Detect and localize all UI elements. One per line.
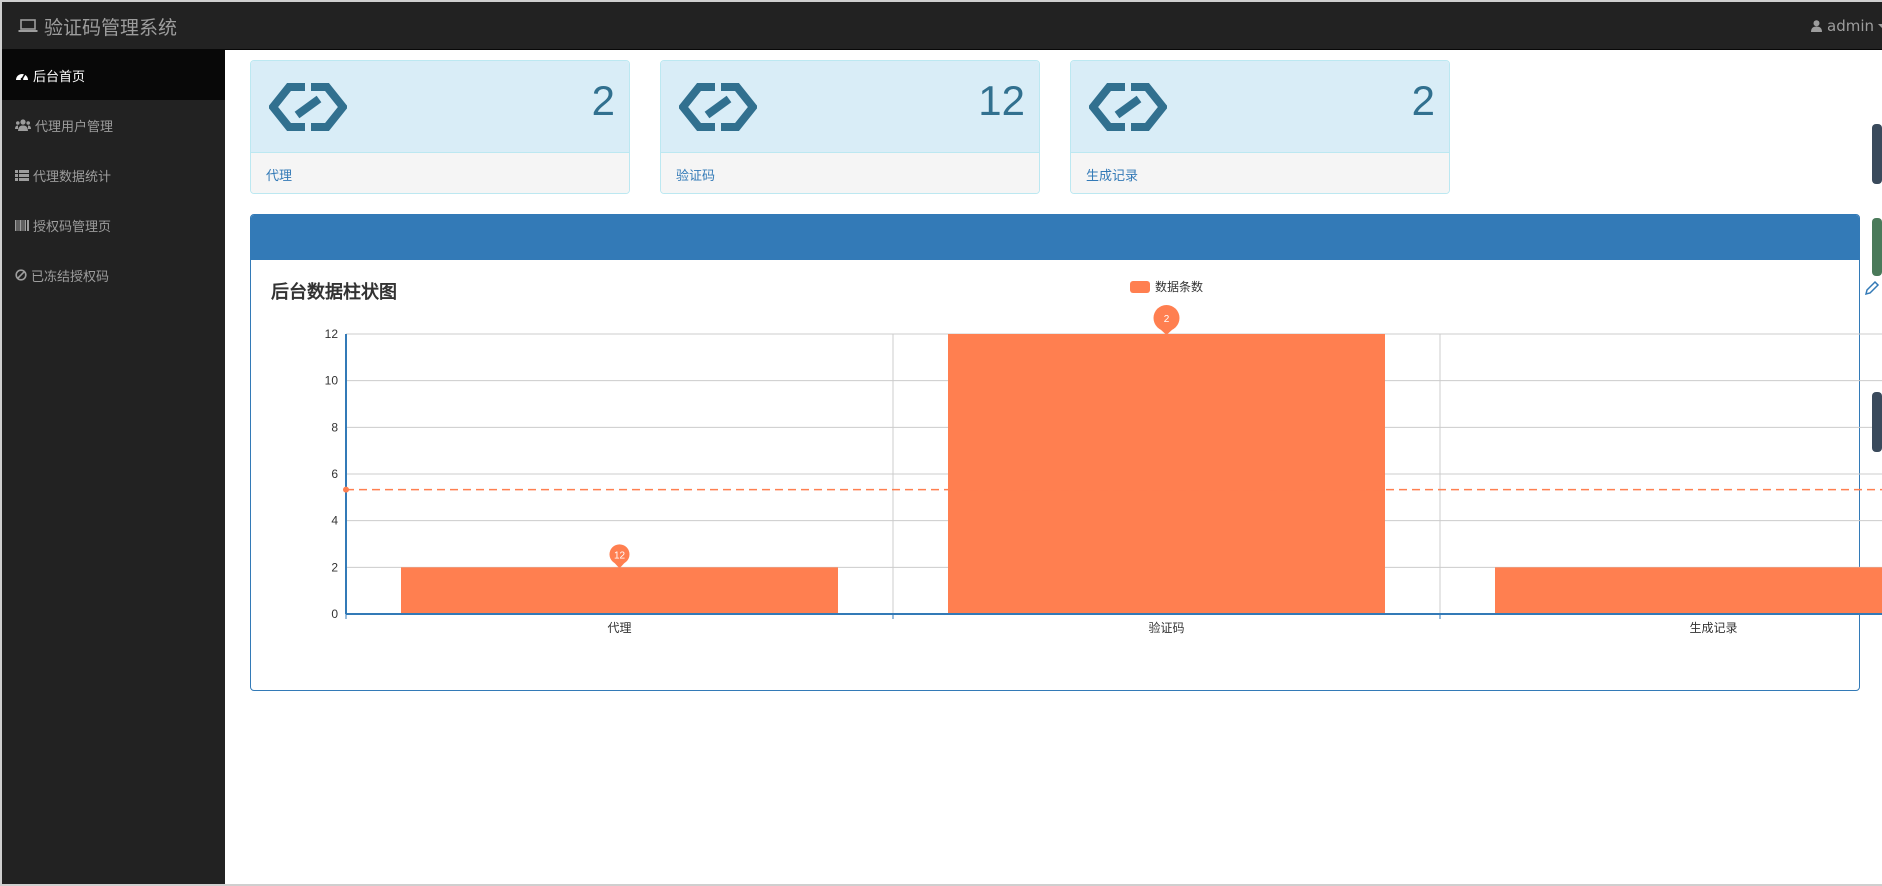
side-widget-middle[interactable]	[1872, 218, 1882, 276]
users-icon	[15, 119, 31, 131]
stat-card-agents: 2 代理	[250, 60, 630, 194]
data-pin	[1153, 305, 1180, 331]
side-widget-bottom[interactable]	[1872, 392, 1882, 452]
y-tick-label: 4	[331, 514, 338, 528]
username: admin	[1827, 17, 1874, 35]
sidebar-item-label: 后台首页	[33, 69, 86, 85]
link-icon	[269, 83, 347, 131]
data-pin	[609, 544, 630, 565]
x-tick-label: 生成记录	[1689, 621, 1737, 635]
stat-count: 2	[591, 77, 615, 124]
stat-count: 12	[978, 77, 1025, 124]
stat-count: 2	[1411, 77, 1435, 124]
sidebar-item-frozen-codes[interactable]: 已冻结授权码	[2, 250, 225, 300]
y-tick-label: 10	[325, 374, 339, 388]
app-title: 验证码管理系统	[44, 16, 178, 39]
stat-card-captcha: 12 验证码	[660, 60, 1040, 194]
side-widget-top[interactable]	[1872, 124, 1882, 184]
y-tick-label: 12	[325, 327, 339, 341]
user-dropdown[interactable]: admin	[1811, 2, 1882, 50]
user-icon	[1811, 20, 1822, 32]
data-label: 2	[1164, 314, 1170, 325]
legend-label: 数据条数	[1155, 279, 1203, 294]
sidebar-item-label: 授权码管理页	[33, 219, 112, 235]
sidebar: 后台首页 代理用户管理 代理数据统计 授权码管理页	[2, 50, 225, 884]
bar	[1495, 567, 1882, 614]
sidebar-item-home[interactable]: 后台首页	[2, 50, 225, 100]
stat-card-body: 12	[661, 61, 1039, 153]
markline-start-dot	[343, 486, 349, 493]
link-icon	[679, 83, 757, 131]
list-icon	[15, 169, 29, 181]
plot-area: 0 2 4 6 8 10 12 代理 验证码 生成记录 2 12	[325, 305, 1882, 635]
ban-icon	[15, 269, 27, 281]
x-tick-label: 代理	[607, 621, 631, 635]
dashboard-icon	[16, 73, 28, 81]
chart-panel	[250, 214, 1860, 691]
brand-link[interactable]: 验证码管理系统	[18, 2, 177, 50]
y-tick-label: 8	[331, 420, 338, 434]
bar	[401, 567, 838, 614]
chart-title: 后台数据柱状图	[271, 281, 397, 302]
panel-heading	[251, 215, 1859, 260]
y-tick-label: 2	[331, 560, 338, 574]
stat-card-link[interactable]: 验证码	[661, 153, 1039, 193]
chevron-down-icon	[1878, 23, 1882, 29]
sidebar-item-agent-stats[interactable]: 代理数据统计	[2, 150, 225, 200]
sidebar-item-auth-codes[interactable]: 授权码管理页	[2, 200, 225, 250]
stat-card-link[interactable]: 代理	[251, 153, 629, 193]
sidebar-item-label: 代理数据统计	[33, 169, 112, 185]
stat-card-body: 2	[251, 61, 629, 153]
stat-card-link[interactable]: 生成记录	[1071, 153, 1449, 193]
legend-swatch	[1130, 281, 1150, 293]
x-tick-label: 验证码	[1148, 620, 1184, 635]
sidebar-item-agent-users[interactable]: 代理用户管理	[2, 100, 225, 150]
laptop-icon	[18, 19, 38, 32]
sidebar-item-label: 代理用户管理	[35, 119, 114, 135]
bar	[948, 334, 1385, 614]
y-tick-label: 0	[331, 607, 338, 621]
chart-legend[interactable]: 数据条数	[1130, 279, 1203, 294]
y-tick-label: 6	[331, 467, 338, 481]
edit-icon[interactable]	[1864, 280, 1880, 296]
barcode-icon	[15, 219, 29, 231]
stat-card-records: 2 生成记录	[1070, 60, 1450, 194]
top-navbar: 验证码管理系统 admin	[2, 2, 1882, 50]
data-label: 12	[614, 550, 626, 561]
bar-chart: 后台数据柱状图 数据条数 0 2 4 6 8 10 12 代理 验证码 生成记录 2 12	[271, 279, 1882, 635]
sidebar-item-label: 已冻结授权码	[31, 269, 110, 285]
link-icon	[1089, 83, 1167, 131]
stat-card-body: 2	[1071, 61, 1449, 153]
